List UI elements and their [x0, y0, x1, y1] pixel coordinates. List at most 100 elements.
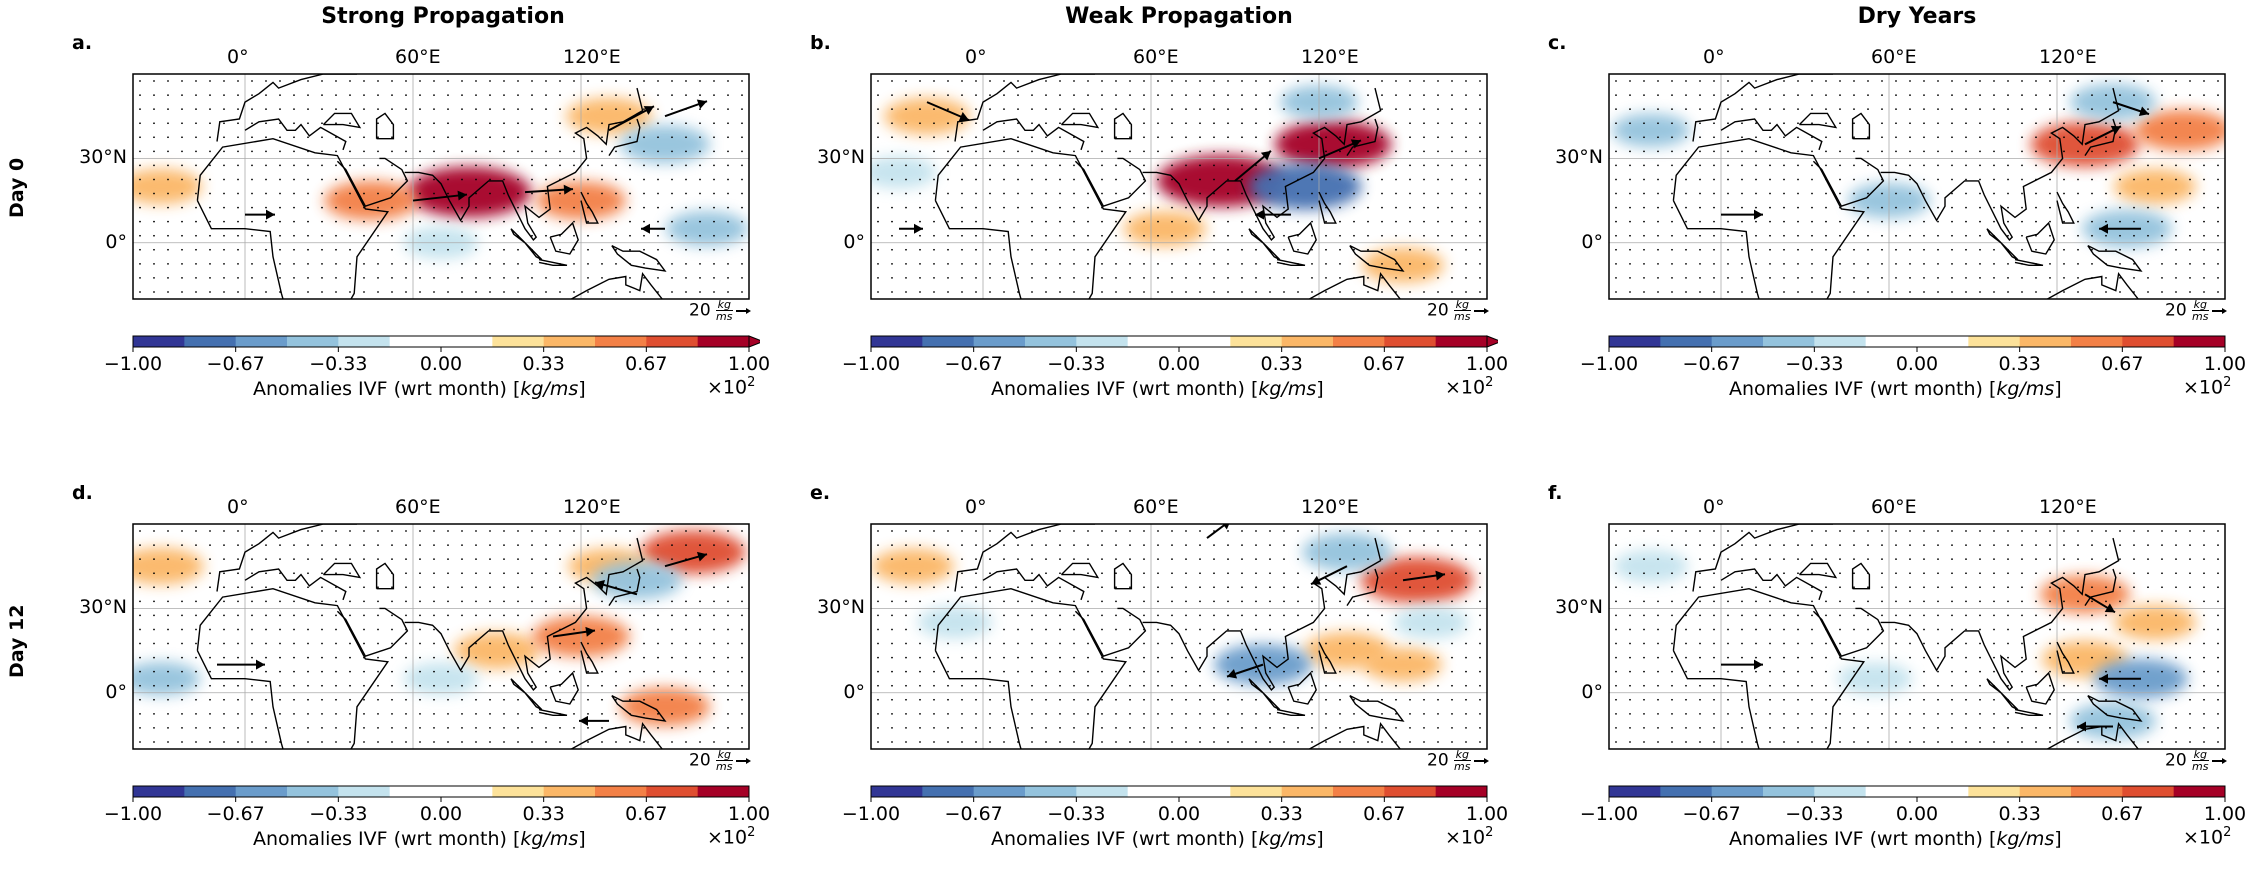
colorbar-segment — [1230, 786, 1283, 797]
lat-tick-label: 0° — [105, 230, 127, 253]
anomaly-blob — [2134, 109, 2225, 151]
colorbar-segment — [2173, 786, 2226, 797]
colorbar-tick-label: −0.33 — [1047, 353, 1106, 375]
colorbar-label-unit: kg/ms — [520, 378, 579, 400]
map-panel-c: c. 0° 60°E 120°E 30°N 0° 20 kg ms −1.00 −0.67 −0.3… — [1476, 0, 2246, 420]
colorbar-label-unit: kg/ms — [520, 828, 579, 850]
panel-letter: f. — [1548, 482, 1563, 504]
colorbar-segment — [235, 336, 288, 347]
multiplier-base: ×10 — [2183, 376, 2224, 399]
quiver-key: 20 kg ms — [1427, 749, 1489, 772]
coastline — [2014, 708, 2044, 716]
lon-tick-label: 60°E — [1871, 46, 1917, 68]
anomaly-blob — [1393, 606, 1469, 639]
colorbar-label-prefix: Anomalies IVF (wrt month) [ — [253, 378, 521, 400]
multiplier-base: ×10 — [707, 376, 748, 399]
anomaly-blob — [1837, 662, 1913, 695]
colorbar-segment — [1814, 336, 1867, 347]
anomaly-blob — [883, 97, 971, 135]
quiver-key-unit-bottom: ms — [2192, 310, 2209, 323]
anomaly-blob — [1363, 647, 1443, 682]
colorbar-segment — [1763, 786, 1815, 797]
coastline — [954, 524, 1095, 592]
lon-tick-label: 60°E — [1133, 46, 1179, 68]
coastline — [2056, 191, 2075, 224]
colorbar-tick-label: −1.00 — [103, 353, 163, 375]
coastline — [1074, 157, 1147, 208]
colorbar-segment — [1333, 336, 1385, 347]
coastline — [196, 650, 284, 749]
wind-vector — [552, 626, 596, 638]
colorbar-tick-label: −0.67 — [944, 803, 1003, 825]
colorbar-segment — [922, 336, 975, 347]
lat-tick-label: 30°N — [1555, 146, 1603, 169]
coastline — [1851, 562, 1871, 590]
lat-tick-label: 0° — [843, 680, 865, 703]
coastline — [982, 118, 1085, 151]
anomaly-blob — [133, 661, 201, 696]
colorbar-segment — [1333, 786, 1385, 797]
quiver-key-unit-top: kg — [2192, 298, 2209, 311]
lon-tick-label: 120°E — [1301, 496, 1359, 518]
anomaly-blob — [2113, 604, 2197, 641]
colorbar-segment — [697, 336, 750, 347]
colorbar-label: Anomalies IVF (wrt month) [kg/ms] — [991, 828, 1324, 850]
colorbar-tick-label: 1.00 — [2203, 803, 2247, 825]
colorbar-tick-label: 0.00 — [1895, 803, 1939, 825]
column-title-weak: Weak Propagation — [1065, 4, 1293, 29]
colorbar-tick-label: 0.33 — [522, 803, 565, 825]
colorbar-tick-label: 0.67 — [1363, 803, 1406, 825]
colorbar-segment — [1025, 336, 1077, 347]
colorbar-tick-label: 0.33 — [1260, 803, 1303, 825]
coastline — [934, 587, 1128, 749]
quiver-key-unit-bottom: ms — [2192, 760, 2209, 773]
colorbar-label-unit: kg/ms — [1258, 378, 1317, 400]
panel-letter: e. — [810, 482, 831, 504]
quiver-key-unit-top: kg — [716, 748, 733, 761]
colorbar-segment — [1025, 786, 1077, 797]
colorbar-tick-label: −0.33 — [309, 803, 368, 825]
colorbar-tick-label: 1.00 — [727, 353, 771, 375]
wind-vector — [2112, 101, 2150, 117]
colorbar-tick-label: −1.00 — [1579, 803, 1639, 825]
colorbar-tick-label: 1.00 — [1465, 353, 1509, 375]
coastline — [570, 721, 663, 749]
colorbar-tick-label: 0.33 — [1998, 353, 2041, 375]
coastline — [1798, 562, 1838, 579]
colorbar-segment — [595, 336, 647, 347]
anomaly-blob — [1613, 549, 1689, 583]
coastline — [1276, 258, 1306, 266]
lon-tick-label: 0° — [1703, 496, 1725, 518]
quiver-key: 20 kg ms — [1427, 299, 1489, 322]
colorbar-segment — [2071, 786, 2123, 797]
wind-vector — [579, 715, 609, 726]
colorbar-segment — [2019, 336, 2072, 347]
colorbar-tick-label: 0.33 — [1998, 803, 2041, 825]
anomaly-blob — [1274, 120, 1392, 169]
coastline — [1287, 221, 1317, 255]
map-panel-d: d. 0° 60°E 120°E 30°N 0° 20 kg ms −1.00 −0.67 −0.3… — [0, 450, 770, 870]
colorbar-multiplier: ×102 — [707, 825, 755, 848]
colorbar-tick-label: −0.33 — [309, 353, 368, 375]
coastline — [322, 562, 362, 579]
colorbar-segment — [389, 786, 442, 797]
coastline — [1248, 228, 1281, 261]
colorbar-tick-label: 0.33 — [1260, 353, 1303, 375]
lon-tick-label: 0° — [1703, 46, 1725, 68]
lat-tick-label: 30°N — [1555, 596, 1603, 619]
anomaly-blob — [665, 211, 749, 247]
coastline — [1349, 694, 1405, 722]
quiver-key: 20 kg ms — [2165, 749, 2227, 772]
colorbar-tick-label: −1.00 — [1579, 353, 1639, 375]
lat-tick-label: 30°N — [79, 596, 127, 619]
coastline — [2046, 721, 2139, 749]
lon-tick-label: 120°E — [1301, 46, 1359, 68]
coastline — [2025, 221, 2055, 255]
coastline — [1880, 87, 2120, 241]
colorbar-segment — [871, 336, 923, 347]
colorbar — [1608, 335, 2226, 352]
colorbar-segment — [1127, 336, 1180, 347]
lat-tick-label: 0° — [1581, 230, 1603, 253]
colorbar-segment — [441, 336, 493, 347]
coastline — [1060, 112, 1100, 129]
